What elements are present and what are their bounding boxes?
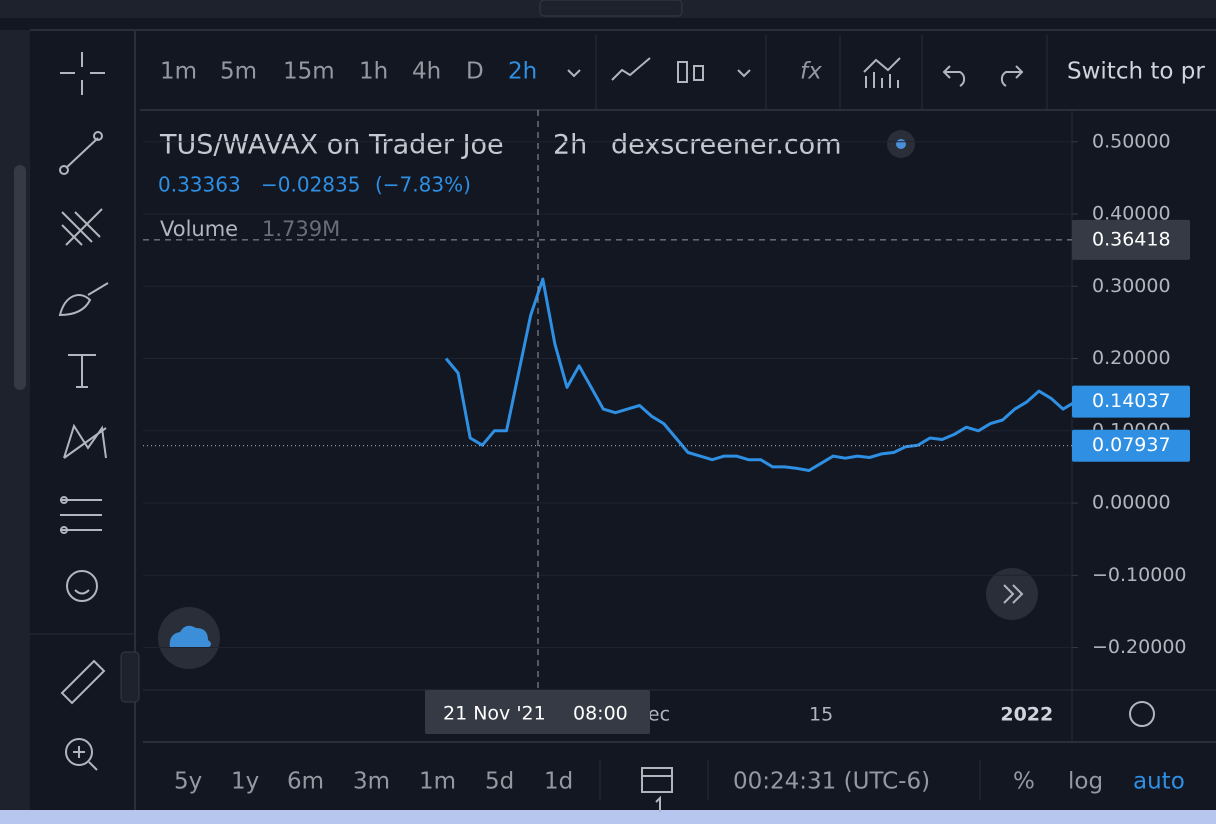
legend-source: dexscreener.com: [611, 130, 842, 161]
price-marker: [1072, 385, 1190, 418]
interval-button[interactable]: 2h: [508, 59, 537, 85]
fib-tool[interactable]: [61, 208, 103, 246]
crosshair-tool[interactable]: [60, 52, 105, 95]
y-tick-label: 0.30000: [1092, 275, 1171, 297]
interval-button[interactable]: 4h: [412, 59, 441, 85]
plot: [143, 141, 1072, 649]
clock: 00:24:31 (UTC-6): [733, 769, 930, 795]
price-marker-label: 0.07937: [1092, 434, 1171, 456]
text-tool[interactable]: [68, 354, 96, 388]
auto-toggle[interactable]: auto: [1133, 769, 1185, 795]
y-tick-label: 0.50000: [1092, 130, 1171, 152]
dropdown[interactable]: [567, 69, 581, 78]
volume-label: Volume: [160, 217, 238, 241]
switch-button[interactable]: Switch to pr: [1067, 59, 1205, 85]
y-tick-label: −0.10000: [1092, 564, 1187, 586]
range-button[interactable]: 1m: [419, 769, 456, 795]
legend-title: TUS/WAVAX on Trader Joe: [159, 130, 504, 161]
status-dot: [896, 139, 906, 149]
range-button[interactable]: 1d: [544, 769, 573, 795]
goto-date-button[interactable]: [641, 767, 673, 812]
y-tick-label: 0.20000: [1092, 347, 1171, 369]
dropdown[interactable]: [737, 69, 751, 78]
interval-button[interactable]: 5m: [220, 59, 257, 85]
range-button[interactable]: 5y: [174, 769, 202, 795]
percent-toggle[interactable]: %: [1013, 769, 1035, 795]
top-toggle[interactable]: [539, 0, 683, 17]
forecast-tool[interactable]: [60, 496, 102, 534]
interval-button[interactable]: 15m: [283, 59, 335, 85]
settings-button[interactable]: [1129, 701, 1156, 727]
scrollbar[interactable]: [14, 165, 26, 390]
log-toggle[interactable]: log: [1068, 769, 1103, 795]
trendline-tool[interactable]: [59, 131, 103, 175]
crosshair-date-box: [425, 690, 650, 734]
zoom-tool[interactable]: [65, 738, 98, 771]
y-tick-label: 0.40000: [1092, 203, 1171, 225]
range-button[interactable]: 5d: [485, 769, 514, 795]
range-button[interactable]: 6m: [287, 769, 324, 795]
interval-button[interactable]: D: [466, 59, 484, 85]
interval-button[interactable]: 1h: [359, 59, 388, 85]
price-marker: [1072, 429, 1190, 462]
y-tick-label: −0.20000: [1092, 636, 1187, 658]
y-tick-label: 0.00000: [1092, 492, 1171, 514]
bottom-strip: [0, 810, 1216, 824]
top-strip: [0, 0, 1216, 18]
interval-button[interactable]: 1m: [160, 59, 197, 85]
price-line: [444, 277, 1072, 472]
crosshair-time: 08:00: [573, 703, 628, 725]
range-button[interactable]: 3m: [353, 769, 390, 795]
logo: [169, 625, 211, 648]
collapse-button[interactable]: [120, 651, 140, 703]
volume-value: 1.739M: [262, 217, 340, 241]
legend-interval: 2h: [553, 130, 587, 161]
pattern-tool[interactable]: [63, 423, 107, 459]
x-tick-label: 15: [809, 704, 833, 726]
line-style-button[interactable]: [611, 57, 651, 81]
side-strip: [0, 30, 30, 810]
candle-button[interactable]: [677, 61, 704, 83]
price-change: −0.02835: [261, 173, 360, 197]
price-marker-label: 0.14037: [1092, 390, 1171, 412]
range-button[interactable]: 1y: [231, 769, 259, 795]
ruler-tool[interactable]: [60, 659, 106, 705]
price-change-pct: (−7.83%): [375, 173, 471, 197]
last-price: 0.33363: [158, 173, 241, 197]
indicators-button[interactable]: fx: [800, 59, 822, 85]
emoji-tool[interactable]: [66, 570, 98, 602]
undo-button[interactable]: [942, 65, 966, 87]
brush-tool[interactable]: [58, 282, 109, 317]
templates-button[interactable]: [863, 57, 901, 88]
crosshair-date: 21 Nov '21: [443, 703, 546, 725]
redo-button[interactable]: [1000, 65, 1024, 87]
crosshair-price: 0.36418: [1092, 228, 1171, 250]
x-tick-label: 2022: [1000, 704, 1053, 726]
crosshair-price-box: [1072, 219, 1190, 260]
